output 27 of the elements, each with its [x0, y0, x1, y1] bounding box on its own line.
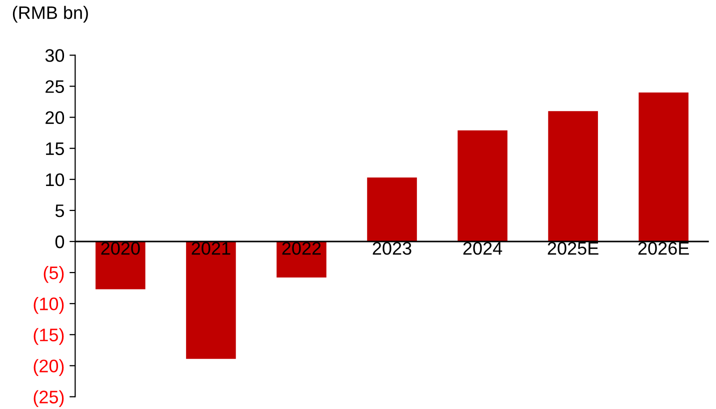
x-tick-label: 2026E: [638, 242, 689, 255]
y-tick-label: (10): [34, 297, 64, 314]
y-tick-label: 5: [55, 204, 64, 218]
y-tick-label: (25): [34, 390, 64, 408]
x-tick-label: 2023: [372, 242, 412, 255]
x-tick-label: 2025E: [548, 242, 598, 255]
x-tick-label: 2024: [463, 242, 502, 255]
x-tick-label: 2021: [192, 242, 230, 255]
bar: [367, 178, 417, 242]
y-tick-label: (15): [34, 328, 64, 345]
y-tick-label: (20): [34, 359, 64, 376]
y-tick-label: 0: [55, 235, 64, 248]
bar: [96, 241, 146, 290]
y-axis-title: (RMB bn): [12, 6, 88, 23]
y-tick-label: (5): [44, 266, 64, 283]
x-tick-label: 2020: [101, 242, 140, 255]
y-tick-label: 25: [46, 80, 64, 93]
bar: [638, 92, 688, 242]
bar: [276, 241, 326, 278]
y-tick-label: 30: [45, 49, 64, 62]
bar: [548, 111, 598, 242]
x-tick-label: 2022: [282, 242, 321, 255]
y-tick-label: 20: [46, 111, 64, 124]
y-tick-label: 10: [46, 173, 64, 186]
bar: [458, 130, 508, 242]
y-tick-label: 15: [46, 142, 64, 156]
bar: [186, 241, 236, 359]
